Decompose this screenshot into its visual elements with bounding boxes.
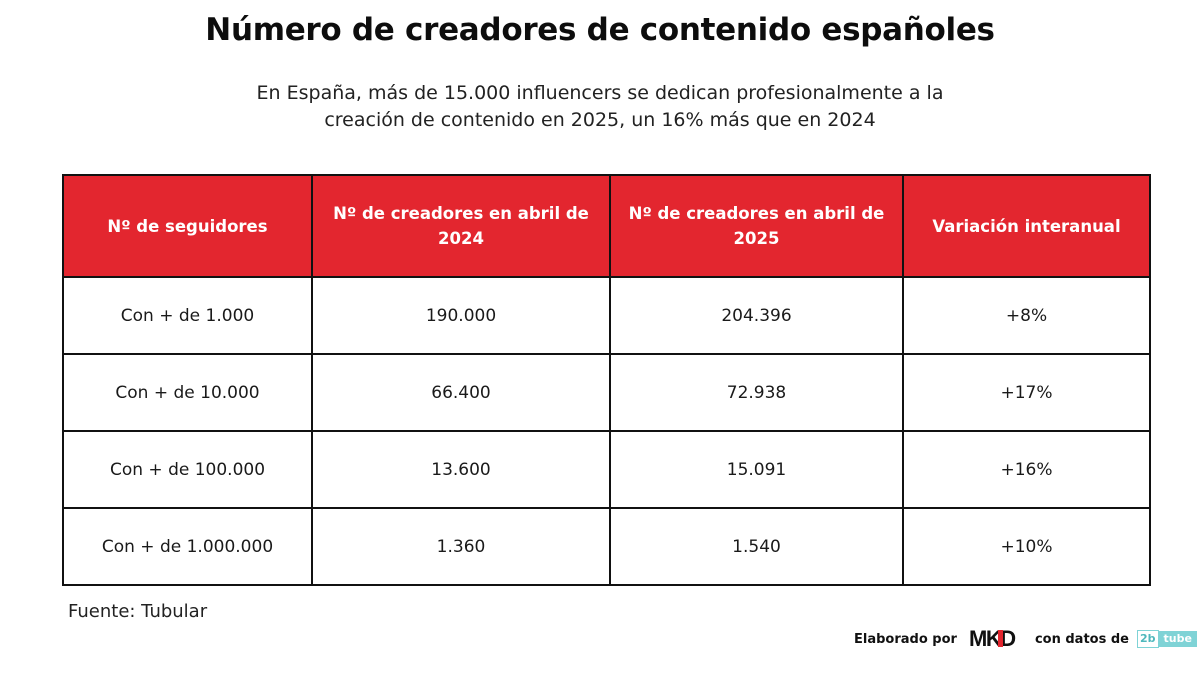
variation-cell: +16% bbox=[902, 430, 1151, 509]
creators-table: Nº de seguidores Nº de creadores en abri… bbox=[62, 174, 1151, 586]
creators-2024-cell: 66.400 bbox=[311, 353, 611, 432]
credits-bar: Elaborado por MKD con datos de 2b tube bbox=[854, 626, 1197, 652]
source-note: Fuente: Tubular bbox=[68, 601, 208, 622]
followers-cell: Con + de 10.000 bbox=[62, 353, 313, 432]
data-source-label: con datos de bbox=[1034, 631, 1129, 647]
variation-cell: +17% bbox=[902, 353, 1151, 432]
creators-2024-cell: 190.000 bbox=[311, 276, 611, 355]
table-header-row: Nº de seguidores Nº de creadores en abri… bbox=[62, 174, 1151, 278]
creators-2025-cell: 1.540 bbox=[609, 507, 904, 586]
2btube-logo-part2: tube bbox=[1158, 631, 1197, 647]
table-row: Con + de 10.000 66.400 72.938 +17% bbox=[62, 353, 1151, 432]
column-header: Variación interanual bbox=[902, 174, 1151, 278]
variation-cell: +10% bbox=[902, 507, 1151, 586]
followers-cell: Con + de 1.000 bbox=[62, 276, 313, 355]
column-header: Nº de creadores en abril de 2025 bbox=[609, 174, 904, 278]
followers-cell: Con + de 100.000 bbox=[62, 430, 313, 509]
page-title: Número de creadores de contenido español… bbox=[205, 12, 995, 48]
creators-2025-cell: 72.938 bbox=[609, 353, 904, 432]
creators-2024-cell: 1.360 bbox=[311, 507, 611, 586]
creators-2025-cell: 15.091 bbox=[609, 430, 904, 509]
column-header: Nº de seguidores bbox=[62, 174, 313, 278]
subtitle-line-1: En España, más de 15.000 influencers se … bbox=[256, 82, 944, 104]
made-by-label: Elaborado por bbox=[854, 631, 957, 647]
variation-cell: +8% bbox=[902, 276, 1151, 355]
2btube-logo: 2b tube bbox=[1136, 629, 1197, 649]
2btube-logo-part1: 2b bbox=[1136, 630, 1159, 648]
column-header: Nº de creadores en abril de 2024 bbox=[311, 174, 611, 278]
creators-2025-cell: 204.396 bbox=[609, 276, 904, 355]
table-row: Con + de 100.000 13.600 15.091 +16% bbox=[62, 430, 1151, 509]
followers-cell: Con + de 1.000.000 bbox=[62, 507, 313, 586]
mkd-logo: MKD bbox=[969, 627, 1017, 651]
table-row: Con + de 1.000 190.000 204.396 +8% bbox=[62, 276, 1151, 355]
subtitle: En España, más de 15.000 influencers se … bbox=[200, 80, 1000, 134]
mkd-logo-text: MKD bbox=[969, 627, 1015, 651]
creators-2024-cell: 13.600 bbox=[311, 430, 611, 509]
subtitle-line-2: creación de contenido en 2025, un 16% má… bbox=[324, 109, 876, 131]
table-row: Con + de 1.000.000 1.360 1.540 +10% bbox=[62, 507, 1151, 586]
